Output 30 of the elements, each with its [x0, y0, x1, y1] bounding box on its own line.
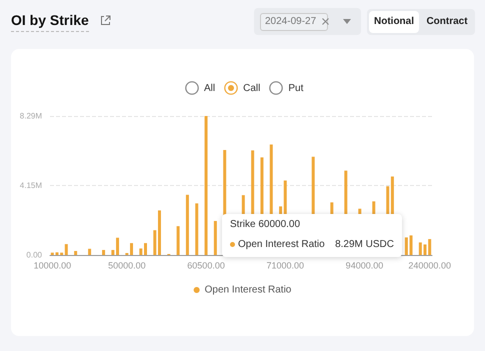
annotation: Open Interest Ratio	[238, 239, 325, 250]
y-tick-label: 4.15M	[20, 180, 42, 190]
x-tick-label: 10000.00	[34, 260, 72, 270]
bar	[88, 248, 92, 255]
text: All	[204, 82, 216, 94]
x-tick-label: 94000.00	[346, 260, 384, 270]
annotation: Strike 60000.00	[230, 219, 300, 230]
annotation: 8.29M USDC	[335, 239, 394, 250]
text: Notional	[369, 11, 419, 33]
bar	[195, 203, 198, 255]
x-tick-label: 240000.00	[408, 260, 451, 270]
bar	[158, 210, 161, 255]
text: Contract	[425, 15, 469, 29]
legend-label: Open Interest Ratio	[204, 284, 292, 296]
bar	[186, 194, 189, 255]
bar	[64, 244, 68, 255]
text: Call	[243, 82, 260, 94]
bar	[74, 250, 78, 255]
x-tick-label: 60500.00	[187, 260, 225, 270]
y-tick-label: 8.29M	[20, 112, 42, 120]
y-tick-label: 0.00	[26, 250, 43, 260]
bar	[176, 226, 180, 255]
bar	[214, 220, 217, 255]
x-tick-label: 71000.00	[266, 260, 304, 270]
chart-title: OI by Strike	[11, 12, 89, 32]
x-tick-label: 50000.00	[108, 260, 146, 270]
text: 2024-09-27	[260, 13, 328, 31]
bar	[102, 250, 106, 255]
text: Put	[288, 82, 304, 94]
bar	[204, 116, 208, 255]
